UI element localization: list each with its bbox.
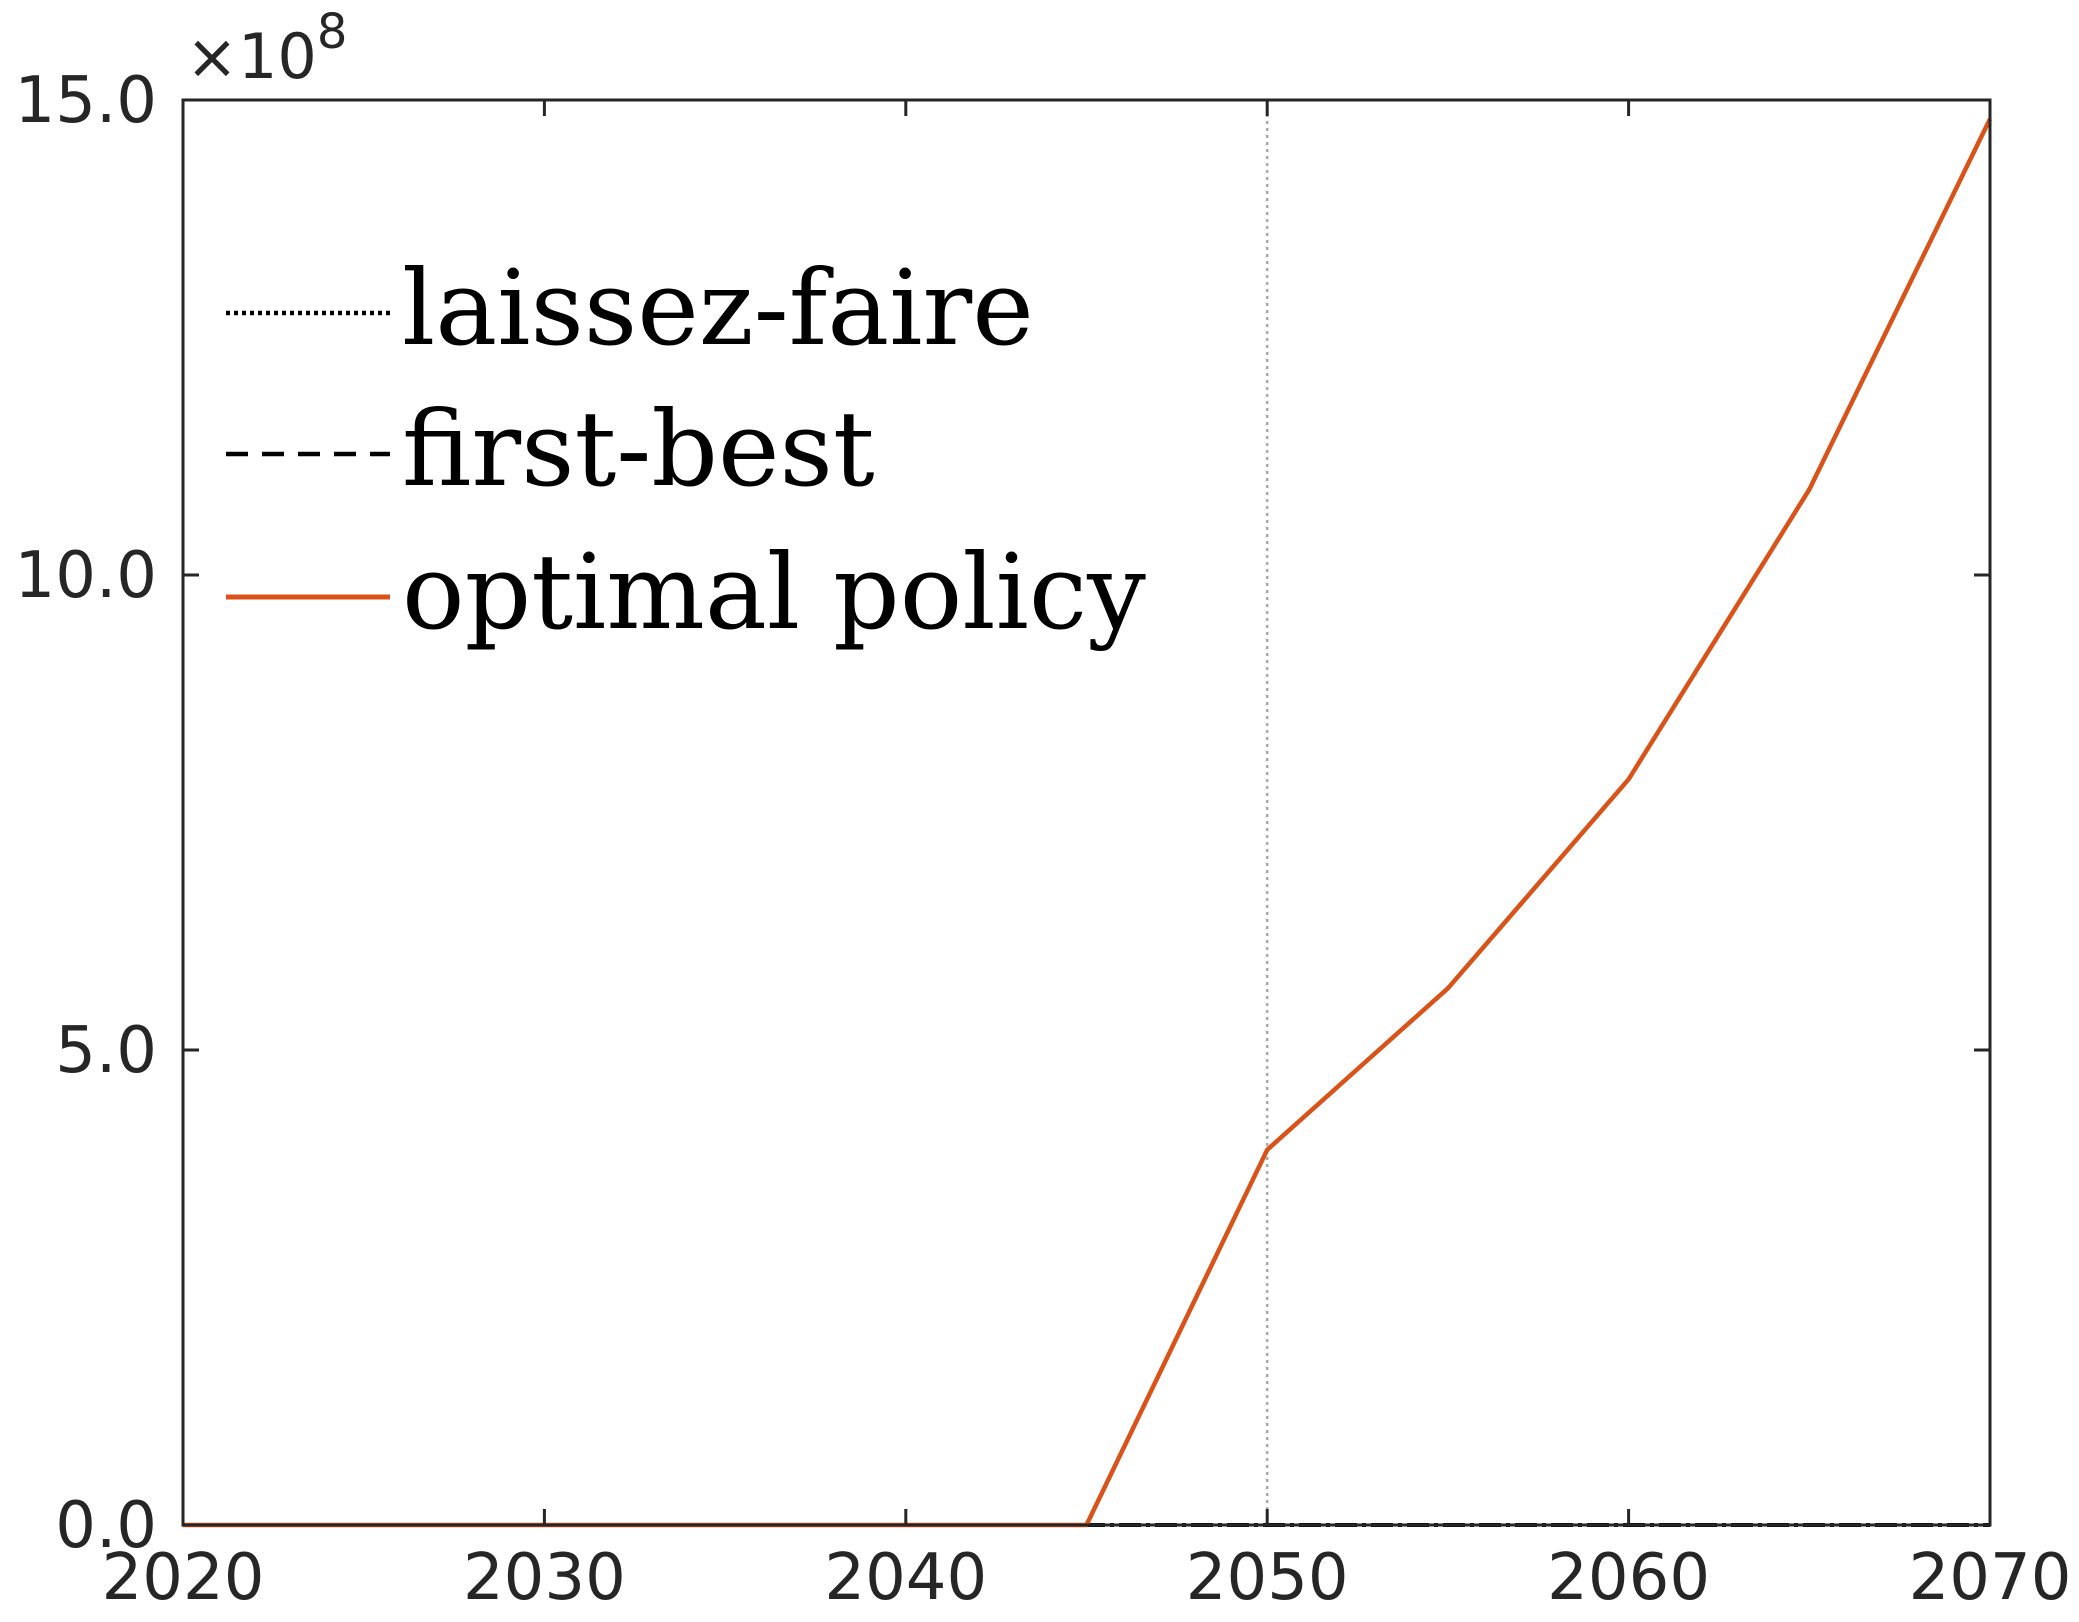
y-exponent-times: ×10 (186, 20, 317, 93)
legend-label-laissez-faire: laissez-faire (402, 247, 1034, 369)
y-tick-label: 10.0 (15, 539, 158, 613)
x-tick-label: 2020 (102, 1541, 265, 1615)
y-tick-label: 5.0 (55, 1014, 157, 1088)
plot-frame (181, 98, 1992, 1527)
legend-label-first-best: first-best (402, 388, 875, 510)
x-tick-label: 2060 (1547, 1541, 1710, 1615)
x-tick-label: 2050 (1186, 1541, 1349, 1615)
x-tick-label: 2070 (1909, 1541, 2072, 1615)
y-exponent-power: 8 (317, 4, 348, 60)
x-tick-label: 2040 (824, 1541, 987, 1615)
plot-background (183, 100, 1990, 1525)
y-tick-labels: 0.0 5.0 10.0 15.0 (15, 64, 158, 1563)
x-tick-label: 2030 (463, 1541, 626, 1615)
y-exponent-label: ×108 (186, 4, 347, 93)
legend-label-optimal-policy: optimal policy (402, 531, 1146, 653)
y-tick-label: 0.0 (55, 1489, 157, 1563)
tick-layer (181, 98, 1992, 1527)
y-tick-label: 15.0 (15, 64, 158, 138)
x-tick-labels: 2020 2030 2040 2050 2060 2070 (102, 1541, 2072, 1615)
legend: laissez-faire first-best optimal policy (226, 247, 1146, 653)
